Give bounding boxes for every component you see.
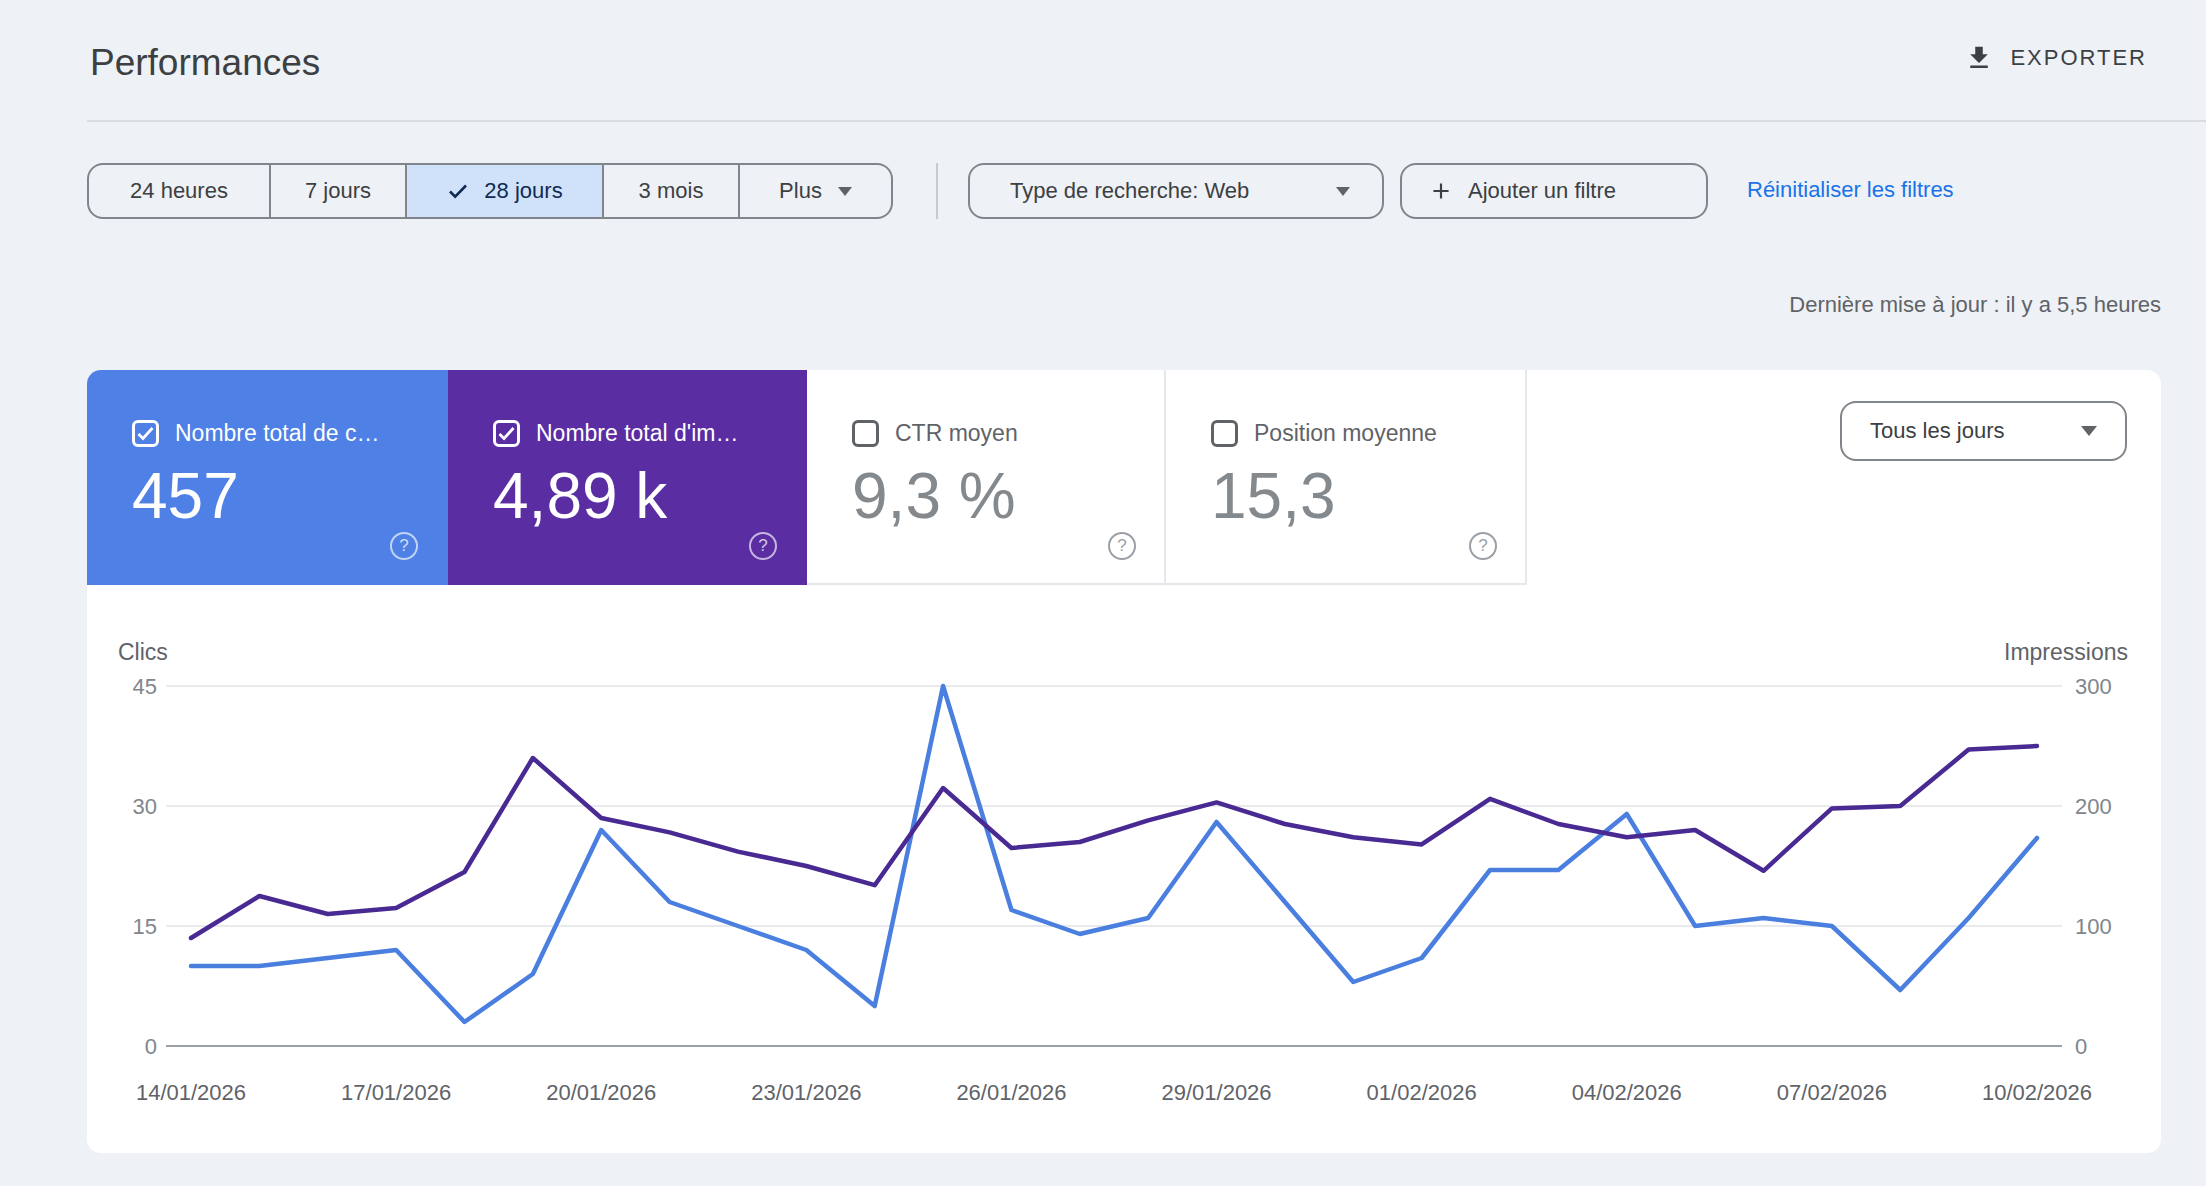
performance-panel: Nombre total de c… 457 ? Nombre total d'… bbox=[87, 370, 2161, 1153]
svg-text:14/01/2026: 14/01/2026 bbox=[136, 1080, 246, 1105]
svg-text:01/02/2026: 01/02/2026 bbox=[1367, 1080, 1477, 1105]
date-range-group: 24 heures 7 jours 28 jours 3 mois Plus bbox=[87, 163, 893, 219]
svg-text:04/02/2026: 04/02/2026 bbox=[1572, 1080, 1682, 1105]
plus-icon bbox=[1428, 178, 1454, 204]
performance-chart[interactable]: 0 15 30 45 0 100 200 300 14/01/2026 17/01/2026 20/… bbox=[87, 370, 2161, 1153]
chevron-down-icon bbox=[1336, 187, 1350, 196]
reset-filters-link[interactable]: Réinitialiser les filtres bbox=[1747, 177, 1954, 203]
header-divider bbox=[87, 120, 2206, 122]
svg-text:15: 15 bbox=[133, 914, 157, 939]
svg-text:0: 0 bbox=[145, 1034, 157, 1059]
add-filter-chip[interactable]: Ajouter un filtre bbox=[1400, 163, 1708, 219]
chevron-down-icon bbox=[838, 187, 852, 196]
svg-text:200: 200 bbox=[2075, 794, 2112, 819]
svg-text:100: 100 bbox=[2075, 914, 2112, 939]
last-update-text: Dernière mise à jour : il y a 5,5 heures bbox=[1789, 292, 2161, 318]
svg-text:10/02/2026: 10/02/2026 bbox=[1982, 1080, 2092, 1105]
svg-text:0: 0 bbox=[2075, 1034, 2087, 1059]
date-range-7-jours[interactable]: 7 jours bbox=[269, 165, 405, 217]
svg-text:Impressions: Impressions bbox=[2004, 639, 2128, 665]
export-button[interactable]: EXPORTER bbox=[1964, 43, 2147, 73]
svg-text:17/01/2026: 17/01/2026 bbox=[341, 1080, 451, 1105]
date-range-24-heures[interactable]: 24 heures bbox=[89, 165, 269, 217]
date-range-plus[interactable]: Plus bbox=[738, 165, 891, 217]
svg-text:30: 30 bbox=[133, 794, 157, 819]
date-range-28-jours[interactable]: 28 jours bbox=[405, 165, 602, 217]
export-label: EXPORTER bbox=[2010, 45, 2147, 71]
svg-text:45: 45 bbox=[133, 674, 157, 699]
search-type-chip[interactable]: Type de recherche: Web bbox=[968, 163, 1384, 219]
svg-text:29/01/2026: 29/01/2026 bbox=[1161, 1080, 1271, 1105]
svg-text:26/01/2026: 26/01/2026 bbox=[956, 1080, 1066, 1105]
date-range-3-mois[interactable]: 3 mois bbox=[602, 165, 738, 217]
download-icon bbox=[1964, 43, 1994, 73]
svg-text:23/01/2026: 23/01/2026 bbox=[751, 1080, 861, 1105]
svg-text:300: 300 bbox=[2075, 674, 2112, 699]
filter-divider bbox=[936, 163, 938, 219]
svg-text:07/02/2026: 07/02/2026 bbox=[1777, 1080, 1887, 1105]
svg-text:20/01/2026: 20/01/2026 bbox=[546, 1080, 656, 1105]
page-title: Performances bbox=[90, 42, 320, 84]
svg-text:Clics: Clics bbox=[118, 639, 168, 665]
check-icon bbox=[446, 179, 470, 203]
